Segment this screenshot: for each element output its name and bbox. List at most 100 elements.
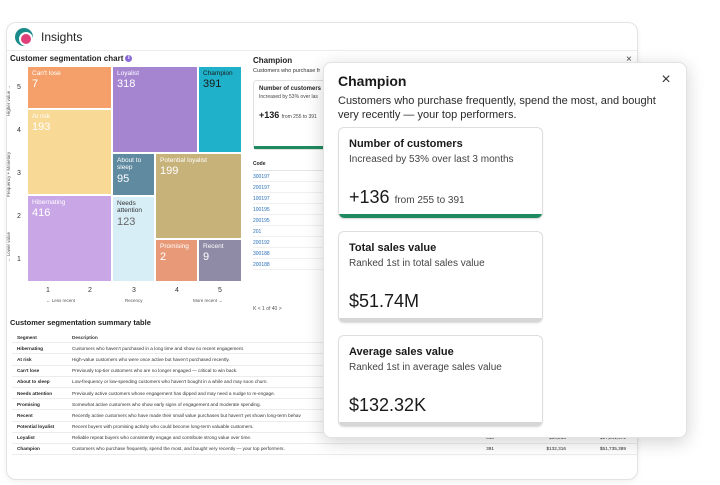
code-row[interactable]: 200188 — [253, 259, 343, 270]
card-bar — [339, 214, 542, 218]
x-tick: 4 — [175, 287, 179, 294]
cell-value: 416 — [32, 207, 51, 220]
cell-value: 9 — [203, 251, 210, 264]
y-tick: 4 — [17, 127, 21, 134]
code-row[interactable]: 300197 — [253, 171, 343, 182]
segmentation-treemap: Can't lose 7 At risk 193 Hibernating 416 Lo… — [27, 66, 243, 282]
card-value: $132.32K — [349, 395, 427, 415]
code-list: Code 300197 200197 100197 100195 200195 … — [253, 158, 343, 270]
cell-loyalist[interactable]: Loyalist 318 — [112, 66, 198, 153]
cell-label: Promising — [160, 243, 189, 250]
chart-title: Customer segmentation chart i — [10, 54, 133, 63]
row-description: Customers who haven't purchased in a lon… — [72, 345, 245, 351]
champion-detail-panel: Champion × Customers who purchase freque… — [323, 62, 687, 438]
cell-potential-loyalist[interactable]: Potential loyalist 199 — [155, 153, 242, 239]
cell-cant-lose[interactable]: Can't lose 7 — [27, 66, 112, 109]
panel-title: Champion — [338, 73, 407, 89]
underlay-card-sub: Increased by 53% over las — [259, 94, 318, 100]
panel-description: Customers who purchase frequently, spend… — [338, 95, 656, 121]
code-header: Code — [253, 158, 343, 171]
row-description: Reliable repeat buyers who consistently … — [72, 435, 252, 441]
underlay-card-value: +136 from 255 to 391 — [259, 110, 337, 120]
insights-logo-icon — [15, 27, 33, 46]
row-segment: Potential loyalist — [17, 424, 55, 430]
cell-needs-attention[interactable]: Needs attention 123 — [112, 196, 155, 282]
metric-card-total-sales: Total sales value Ranked 1st in total sa… — [338, 231, 543, 323]
x-axis-label: Recency — [125, 298, 143, 303]
app-title: Insights — [41, 29, 83, 44]
cell-value: 391 — [203, 78, 222, 91]
cell-at-risk[interactable]: At risk 193 — [27, 109, 112, 195]
y-note-bottom: ← Lower value — [6, 231, 11, 262]
x-tick: 2 — [88, 287, 92, 294]
underlay-close-icon[interactable]: × — [626, 54, 632, 65]
code-row[interactable]: 201 — [253, 226, 343, 237]
cell-value: 123 — [117, 215, 136, 228]
row-description: Somewhat active customers who show early… — [72, 401, 261, 407]
summary-title: Customer segmentation summary table — [10, 318, 151, 327]
champion-detail-underlay: Champion Customers who purchase fr Numbe… — [246, 22, 343, 312]
cell-label: Hibernating — [32, 199, 66, 206]
code-row[interactable]: 200195 — [253, 215, 343, 226]
card-value-number: +136 — [349, 187, 390, 207]
info-icon[interactable]: i — [125, 55, 133, 63]
row-segment: Needs attention — [17, 390, 53, 396]
card-value: $51.74M — [349, 291, 420, 311]
cell-promising[interactable]: Promising 2 — [155, 239, 198, 282]
y-tick: 3 — [17, 170, 21, 177]
close-icon[interactable]: × — [661, 71, 671, 88]
row-average: $132,316 — [546, 446, 566, 452]
card-bar — [339, 422, 542, 426]
card-subtitle: Ranked 1st in average sales value — [349, 362, 502, 373]
underlay-card-bar — [254, 146, 342, 149]
code-row[interactable]: 300188 — [253, 248, 343, 259]
cell-label: Loyalist — [117, 70, 140, 77]
row-segment: Promising — [17, 401, 40, 407]
row-description: High-value customers who were once activ… — [72, 356, 230, 362]
x-tick: 3 — [132, 287, 136, 294]
cell-champion[interactable]: Champion 391 — [198, 66, 242, 153]
x-note-right: More recent → — [193, 298, 223, 303]
row-description: Previously active customers whose engage… — [72, 390, 275, 396]
code-row[interactable]: 100195 — [253, 204, 343, 215]
code-row[interactable]: 100197 — [253, 193, 343, 204]
row-segment: Recent — [17, 412, 33, 418]
pagination[interactable]: K < 1 of 40 > — [253, 306, 282, 312]
row-description: Low-frequency or low-spending customers … — [72, 379, 268, 385]
chart-title-text: Customer segmentation chart — [10, 54, 124, 63]
cell-value: 193 — [32, 121, 51, 134]
cell-label: At risk — [32, 113, 51, 120]
y-note-top: Higher value → — [6, 84, 11, 116]
underlay-card-title: Number of customers — [259, 86, 322, 92]
cell-recent[interactable]: Recent 9 — [198, 239, 242, 282]
row-segment: Can't lose — [17, 368, 40, 374]
row-segment: About to sleep — [17, 379, 50, 385]
code-row[interactable]: 200192 — [253, 237, 343, 248]
cell-hibernating[interactable]: Hibernating 416 — [27, 195, 112, 282]
row-count: 391 — [486, 446, 494, 452]
underlay-value-sub: from 255 to 391 — [281, 114, 317, 120]
cell-label: Recent — [203, 243, 224, 250]
card-title: Average sales value — [349, 346, 454, 358]
cell-about-to-sleep[interactable]: About to sleep 95 — [112, 153, 155, 196]
col-description: Description — [72, 334, 98, 340]
y-tick: 1 — [17, 256, 21, 263]
cell-label: About to sleep — [117, 157, 142, 172]
app-header: Insights — [7, 23, 637, 51]
code-row[interactable]: 200197 — [253, 182, 343, 193]
metric-card-average-sales: Average sales value Ranked 1st in averag… — [338, 335, 543, 427]
row-description: Recent buyers with promising activity wh… — [72, 424, 254, 430]
cell-value: 199 — [160, 165, 179, 178]
cell-value: 95 — [117, 172, 130, 185]
underlay-value-number: +136 — [259, 110, 280, 120]
cell-label: Potential loyalist — [160, 157, 207, 164]
card-title: Number of customers — [349, 138, 463, 150]
table-row[interactable]: Champion Customers who purchase frequentl… — [12, 444, 638, 456]
cell-label: Can't lose — [32, 70, 61, 77]
row-total: $51,735,389 — [599, 446, 626, 452]
row-description: Recently active customers who have made … — [72, 412, 301, 418]
y-tick: 2 — [17, 213, 21, 220]
cell-label: Champion — [203, 70, 233, 77]
cell-label: Needs attention — [117, 200, 142, 215]
row-segment: Champion — [17, 446, 40, 452]
